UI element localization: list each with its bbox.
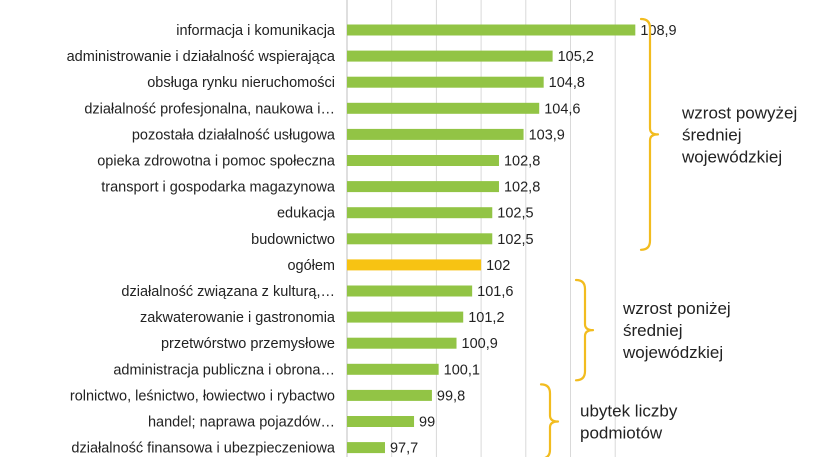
bar xyxy=(347,311,464,323)
value-label: 100,1 xyxy=(444,362,480,378)
value-label: 103,9 xyxy=(529,127,565,143)
value-label: 105,2 xyxy=(558,49,594,65)
category-label: handel; naprawa pojazdów… xyxy=(148,415,335,431)
group-bracket xyxy=(539,383,560,457)
bar xyxy=(347,50,553,62)
bar xyxy=(347,259,482,271)
category-label: działalność finansowa i ubezpieczeniowa xyxy=(71,441,336,457)
group-label: średniej xyxy=(623,321,683,340)
group-bracket xyxy=(574,278,595,382)
category-label: rolnictwo, leśnictwo, łowiectwo i rybact… xyxy=(70,388,335,404)
value-label: 101,2 xyxy=(468,310,504,326)
group-bracket xyxy=(639,17,660,251)
group-annotations: wzrost powyżej średniej wojewódzkiej wzrost… xyxy=(539,17,797,457)
bar xyxy=(347,363,439,375)
category-labels: informacja i komunikacja administrowanie … xyxy=(67,23,336,457)
value-label: 102,8 xyxy=(504,154,540,170)
category-label: administrowanie i działalność wspierając… xyxy=(67,49,336,65)
group-label: wojewódzkiej xyxy=(681,147,782,166)
category-label: informacja i komunikacja xyxy=(176,23,336,39)
value-label: 99 xyxy=(419,415,435,431)
value-label: 104,6 xyxy=(544,101,580,117)
bar xyxy=(347,389,432,401)
bar xyxy=(347,285,473,297)
category-label: edukacja xyxy=(277,206,336,222)
group-label: podmiotów xyxy=(580,424,663,443)
value-label: 101,6 xyxy=(477,284,513,300)
value-label: 102,8 xyxy=(504,180,540,196)
bar xyxy=(347,128,524,140)
value-labels: 108,9 105,2 104,8 104,6 103,9 102,8 102,8 102,5… xyxy=(390,23,677,457)
value-label: 102 xyxy=(486,258,510,274)
bar xyxy=(347,76,544,88)
bar xyxy=(347,102,540,114)
bar xyxy=(347,337,457,349)
category-label: obsługa rynku nieruchomości xyxy=(147,75,335,91)
bar xyxy=(347,442,385,454)
category-label: administracja publiczna i obrona… xyxy=(113,362,335,378)
value-label: 99,8 xyxy=(437,388,465,404)
value-label: 104,8 xyxy=(549,75,585,91)
category-label: ogółem xyxy=(287,258,335,274)
value-label: 102,5 xyxy=(497,206,533,222)
bar xyxy=(347,181,499,193)
category-label: transport i gospodarka magazynowa xyxy=(101,180,336,196)
value-label: 102,5 xyxy=(497,232,533,248)
group-label: wzrost powyżej xyxy=(681,103,797,122)
group-label: wojewódzkiej xyxy=(622,343,723,362)
bar xyxy=(347,233,493,245)
category-label: opieka zdrowotna i pomoc społeczna xyxy=(97,154,336,170)
value-label: 97,7 xyxy=(390,441,418,457)
category-label: działalność profesjonalna, naukowa i… xyxy=(84,101,335,117)
group-label: średniej xyxy=(682,125,742,144)
bar xyxy=(347,207,493,219)
bar xyxy=(347,155,499,166)
group-label: wzrost poniżej xyxy=(622,299,731,318)
group-label: ubytek liczby xyxy=(580,402,678,421)
gridlines xyxy=(346,0,616,457)
value-label: 100,9 xyxy=(462,336,498,352)
category-label: budownictwo xyxy=(251,232,335,248)
category-label: przetwórstwo przemysłowe xyxy=(161,336,335,352)
category-label: zakwaterowanie i gastronomia xyxy=(140,310,336,326)
category-label: działalność związana z kulturą,… xyxy=(121,284,335,300)
bars xyxy=(347,24,636,454)
bar xyxy=(347,24,636,36)
bar xyxy=(347,416,415,427)
value-label: 108,9 xyxy=(640,23,676,39)
category-label: pozostała działalność usługowa xyxy=(132,127,336,143)
